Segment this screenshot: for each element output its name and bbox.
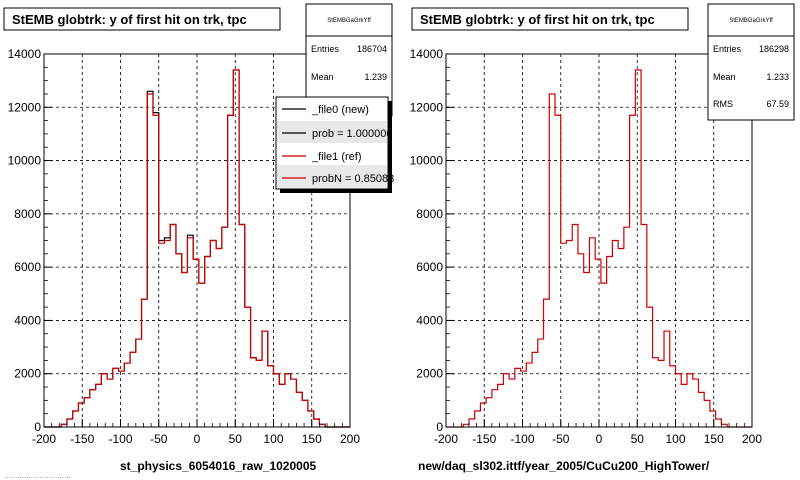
y-tick-label: 12000	[8, 100, 42, 114]
y-tick-label: 12000	[410, 100, 444, 114]
x-tick-label: -200	[32, 432, 56, 446]
legend-label-ref: _file1 (ref)	[311, 151, 362, 163]
x-tick-label: -200	[434, 432, 458, 446]
histogram-series-primary	[446, 69, 752, 428]
x-tick-label: 150	[302, 432, 322, 446]
right-stats-entries-label: Entries	[713, 44, 742, 54]
left-stats-mean-label: Mean	[311, 72, 334, 82]
x-tick-label: 0	[194, 432, 201, 446]
left-stats-entries-value: 186704	[357, 44, 387, 54]
y-tick-label: 10000	[8, 154, 42, 168]
y-tick-label: 2000	[416, 367, 443, 381]
x-tick-label: -100	[108, 432, 132, 446]
right-plot-area: -200 -150 -100 -50 0 50 100 150 2000200040006000…	[410, 47, 763, 446]
left-title-box	[3, 7, 281, 31]
right-stats-rms-label: RMS	[713, 99, 733, 109]
left-histogram-panel: StEMB globtrk: y of first hit on trk, tp…	[3, 3, 394, 473]
y-tick-label: 10000	[410, 154, 444, 168]
y-tick-label: 4000	[416, 313, 443, 327]
legend-label-new: _file0 (new)	[311, 104, 369, 116]
right-title-box	[411, 7, 689, 31]
x-tick-label: 50	[631, 432, 645, 446]
right-stats-name: StEMBGaGrkYff	[729, 18, 773, 24]
legend-label-prob: prob = 1.000000	[312, 128, 392, 140]
right-histogram-panel: StEMB globtrk: y of first hit on trk, tp…	[410, 3, 795, 473]
right-stats-mean-label: Mean	[713, 72, 736, 82]
y-tick-label: 8000	[416, 207, 443, 221]
left-stats-mean-value: 1.239	[364, 72, 387, 82]
y-tick-label: 6000	[14, 260, 41, 274]
left-stats-name: StEMBGaGrkYff	[327, 18, 371, 24]
y-tick-label: 4000	[14, 313, 41, 327]
y-tick-label: 0	[436, 420, 443, 434]
left-x-axis-label: st_physics_6054016_raw_1020005	[120, 459, 316, 473]
y-tick-label: 14000	[410, 47, 444, 61]
x-tick-label: 200	[742, 432, 762, 446]
x-tick-label: 50	[229, 432, 243, 446]
histogram-series-secondary	[44, 69, 350, 428]
x-tick-label: -100	[510, 432, 534, 446]
right-stats-rms-value: 67.59	[766, 99, 789, 109]
footer-text: ..............................	[4, 471, 71, 480]
x-tick-label: 200	[340, 432, 360, 446]
x-tick-label: 100	[263, 432, 283, 446]
x-tick-label: 150	[704, 432, 724, 446]
left-stats-entries-label: Entries	[311, 44, 340, 54]
y-tick-label: 6000	[416, 260, 443, 274]
x-tick-label: 100	[665, 432, 685, 446]
x-tick-label: -150	[472, 432, 496, 446]
right-stats-box: StEMBGaGrkYff Entries 186298 Mean 1.233 …	[707, 3, 795, 121]
x-tick-label: -50	[552, 432, 570, 446]
right-chart-title: StEMB globtrk: y of first hit on trk, tp…	[420, 12, 655, 27]
legend-label-probn: probN = 0.85083	[312, 173, 394, 185]
left-legend: _file0 (new) prob = 1.000000 _file1 (ref…	[275, 96, 394, 193]
right-stats-mean-value: 1.233	[766, 72, 789, 82]
x-tick-label: -50	[150, 432, 168, 446]
y-tick-label: 14000	[8, 47, 42, 61]
x-tick-label: 0	[596, 432, 603, 446]
right-stats-entries-value: 186298	[759, 44, 789, 54]
left-chart-title: StEMB globtrk: y of first hit on trk, tp…	[12, 12, 247, 27]
y-tick-label: 2000	[14, 367, 41, 381]
right-x-axis-label: new/daq_sl302.ittf/year_2005/CuCu200_Hig…	[418, 459, 710, 473]
y-tick-label: 0	[34, 420, 41, 434]
x-tick-label: -150	[70, 432, 94, 446]
y-tick-label: 8000	[14, 207, 41, 221]
